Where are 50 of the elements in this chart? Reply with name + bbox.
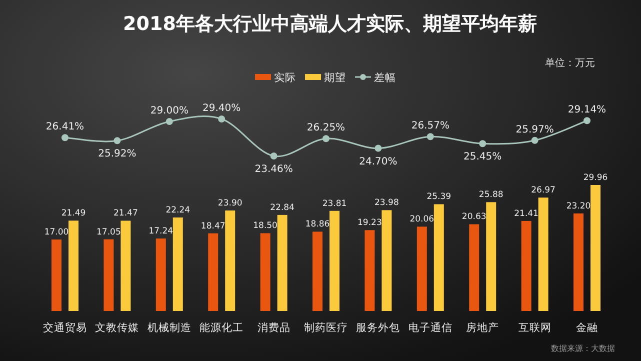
x-tick-label: 能源化工: [200, 321, 244, 334]
x-tick-label: 机械制造: [147, 321, 192, 334]
data-label: 25.88: [478, 190, 504, 200]
data-label: 26.97: [531, 186, 556, 196]
data-label: 17.05: [96, 227, 121, 238]
data-label: 25.39: [426, 192, 452, 202]
data-label: 23.46%: [254, 164, 293, 175]
source-note: 数据来源：大数据: [551, 344, 615, 353]
data-label: 17.24: [148, 226, 174, 236]
data-label: 23.81: [322, 198, 347, 209]
data-label: 17.00: [44, 228, 69, 238]
data-label: 23.90: [218, 198, 242, 208]
data-label: 21.47: [114, 208, 138, 219]
data-label: 25.97%: [516, 124, 554, 136]
data-label: 26.25%: [306, 122, 346, 134]
data-label: 29.00%: [150, 105, 188, 116]
x-tick-label: 房地产: [466, 321, 500, 334]
data-label: 19.23: [358, 218, 382, 228]
legend-label: 实际: [274, 71, 296, 84]
x-tick-label: 互联网: [518, 322, 552, 334]
x-tick-label: 金融: [576, 322, 598, 334]
data-label: 20.63: [462, 212, 486, 222]
data-label: 22.24: [166, 205, 190, 216]
data-label: 23.98: [374, 198, 399, 208]
data-label: 18.47: [200, 221, 226, 232]
legend-label: 期望: [324, 71, 346, 84]
data-label: 25.92%: [98, 148, 136, 160]
x-tick-label: 电子通信: [408, 321, 452, 334]
data-label: 26.41%: [46, 122, 84, 133]
x-tick-label: 文教传媒: [95, 321, 140, 334]
text: 单位：万元: [545, 57, 595, 69]
data-label: 26.57%: [411, 120, 450, 132]
data-label: 22.84: [270, 202, 294, 213]
data-label: 20.06: [410, 214, 434, 225]
data-label: 18.86: [305, 220, 330, 230]
data-label: 25.45%: [464, 152, 502, 163]
data-label: 29.14%: [568, 104, 606, 116]
legend-label: 差幅: [374, 72, 396, 84]
data-label: 23.20: [566, 201, 591, 212]
x-tick-label: 交通贸易: [43, 321, 87, 334]
data-label: 29.40%: [202, 103, 241, 114]
data-label: 29.96: [583, 173, 608, 183]
data-label: 21.41: [514, 208, 538, 219]
x-tick-label: 消费品: [257, 321, 290, 334]
data-label: 24.70%: [359, 156, 398, 168]
chart-title: 2018年各大行业中高端人才实际、期望平均年薪: [123, 13, 537, 35]
data-label: 18.50: [253, 221, 278, 232]
x-tick-label: 服务外包: [356, 322, 400, 334]
data-label: 21.49: [61, 208, 86, 219]
x-tick-label: 制药医疗: [304, 321, 348, 334]
